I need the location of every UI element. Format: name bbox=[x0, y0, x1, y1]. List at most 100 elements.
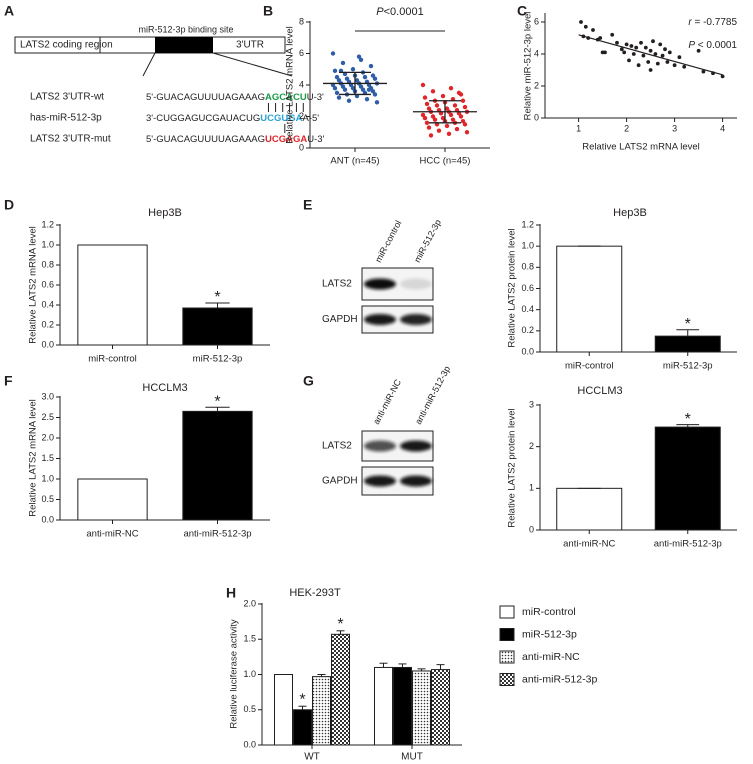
data-point bbox=[696, 48, 701, 53]
y-tick-label: 2 bbox=[529, 441, 534, 451]
y-tick-label: 0.8 bbox=[521, 262, 534, 272]
data-point bbox=[663, 47, 667, 52]
y-tick-label: 4 bbox=[299, 79, 304, 89]
data-point bbox=[460, 119, 466, 124]
data-point bbox=[432, 117, 438, 122]
annotation-part: P bbox=[688, 40, 695, 51]
significance-mark: * bbox=[214, 289, 220, 306]
bar bbox=[293, 709, 312, 746]
x-tick-label: miR-control bbox=[565, 361, 614, 372]
binding-site bbox=[155, 37, 213, 53]
data-point bbox=[356, 54, 362, 59]
data-point bbox=[456, 90, 462, 96]
data-point bbox=[440, 93, 446, 99]
blot-band bbox=[364, 278, 396, 290]
data-point bbox=[458, 114, 464, 119]
data-point bbox=[350, 85, 356, 91]
y-axis-label: Relative LATS2 mRNA level bbox=[285, 26, 296, 144]
y-axis-label: Relative LATS2 mRNA level bbox=[28, 226, 39, 344]
bar bbox=[654, 426, 721, 531]
bar bbox=[77, 478, 148, 521]
y-tick-label: 1.5 bbox=[243, 634, 256, 644]
x-tick-label: miR-512-3p bbox=[663, 361, 713, 372]
y-tick-label: 0.8 bbox=[41, 259, 54, 269]
y-tick-label: 2 bbox=[534, 80, 539, 90]
bar bbox=[412, 670, 431, 746]
y-tick-label: 3 bbox=[529, 399, 534, 409]
legend-swatch bbox=[499, 605, 515, 619]
data-point bbox=[330, 51, 336, 56]
data-point bbox=[424, 101, 430, 107]
lane-label: anti-miR-512-3p bbox=[413, 364, 452, 426]
data-point bbox=[364, 96, 370, 102]
annotation: P < 0.0001 bbox=[688, 40, 737, 51]
blot-band bbox=[364, 314, 396, 325]
sequence-part: UCGUGA bbox=[260, 113, 302, 124]
data-point bbox=[648, 48, 653, 53]
data-point bbox=[646, 60, 651, 64]
data-point bbox=[603, 50, 607, 55]
title-part: <0.0001 bbox=[384, 6, 424, 18]
data-point bbox=[436, 128, 442, 133]
data-point bbox=[434, 103, 440, 108]
data-point bbox=[346, 98, 352, 103]
data-point bbox=[634, 45, 639, 50]
data-point bbox=[334, 74, 340, 80]
y-tick-label: 0.4 bbox=[521, 304, 534, 314]
x-tick-label: 3 bbox=[672, 123, 677, 133]
sequence-part: 3'-CUGGAGUCGAUACUG bbox=[146, 113, 260, 124]
panel-label: A bbox=[4, 3, 14, 19]
blot-row-label: GAPDH bbox=[322, 476, 358, 487]
sequence-part: UCGAGA bbox=[265, 134, 307, 145]
data-point bbox=[422, 95, 428, 100]
lane-label: miR-512-3p bbox=[412, 218, 443, 264]
site-label: miR-512-3p binding site bbox=[138, 24, 233, 34]
sequence: 5'-GUACAGUUUUAGAAAGUCGAGAU-3' bbox=[146, 134, 325, 145]
sequence-part: U-3' bbox=[307, 92, 324, 103]
region-label: 3'UTR bbox=[236, 40, 264, 51]
data-point bbox=[667, 50, 672, 55]
legend-label: miR-control bbox=[522, 606, 576, 618]
y-axis-label: Relative luciferase activity bbox=[229, 619, 240, 729]
data-point bbox=[583, 24, 588, 29]
gene-bar bbox=[14, 36, 286, 54]
data-point bbox=[342, 87, 348, 92]
bar bbox=[182, 307, 253, 346]
data-point bbox=[420, 82, 426, 88]
bar bbox=[556, 245, 623, 353]
data-point bbox=[354, 78, 360, 83]
data-point bbox=[374, 100, 380, 105]
y-tick-label: 2.0 bbox=[243, 598, 256, 608]
bar bbox=[77, 244, 148, 346]
annotation: r = -0.7785 bbox=[688, 17, 737, 28]
data-point bbox=[336, 78, 342, 83]
data-point bbox=[358, 84, 364, 89]
y-axis-label: Relative LATS2 protein level bbox=[507, 408, 518, 527]
y-tick-label: 0.4 bbox=[41, 299, 54, 309]
y-tick-label: 0.0 bbox=[41, 339, 54, 349]
y-tick-label: 0.0 bbox=[521, 346, 534, 356]
data-point bbox=[619, 47, 624, 52]
data-point bbox=[450, 117, 456, 122]
data-point bbox=[440, 115, 446, 121]
data-point bbox=[448, 112, 454, 118]
data-point bbox=[462, 104, 468, 110]
legend-label: anti-miR-NC bbox=[522, 651, 580, 663]
legend-swatch bbox=[499, 673, 515, 686]
sequence: 5'-GUACAGUUUUAGAAAGAGCACUU-3' bbox=[146, 92, 324, 103]
chart-title: HCCLM3 bbox=[142, 382, 187, 394]
data-point bbox=[332, 85, 338, 91]
data-point bbox=[579, 20, 583, 24]
data-point bbox=[651, 39, 655, 44]
lane-label: miR-control bbox=[373, 219, 403, 264]
y-tick-label: 0.6 bbox=[41, 279, 54, 289]
blot-band bbox=[400, 278, 432, 290]
y-tick-label: 6 bbox=[299, 48, 304, 58]
panel-label: C bbox=[517, 3, 527, 19]
y-tick-label: 1.5 bbox=[41, 453, 54, 463]
data-point bbox=[653, 52, 658, 56]
x-tick-label: WT bbox=[304, 752, 320, 763]
panel-label: F bbox=[4, 373, 13, 389]
lane-label: anti-miR-NC bbox=[371, 377, 403, 426]
